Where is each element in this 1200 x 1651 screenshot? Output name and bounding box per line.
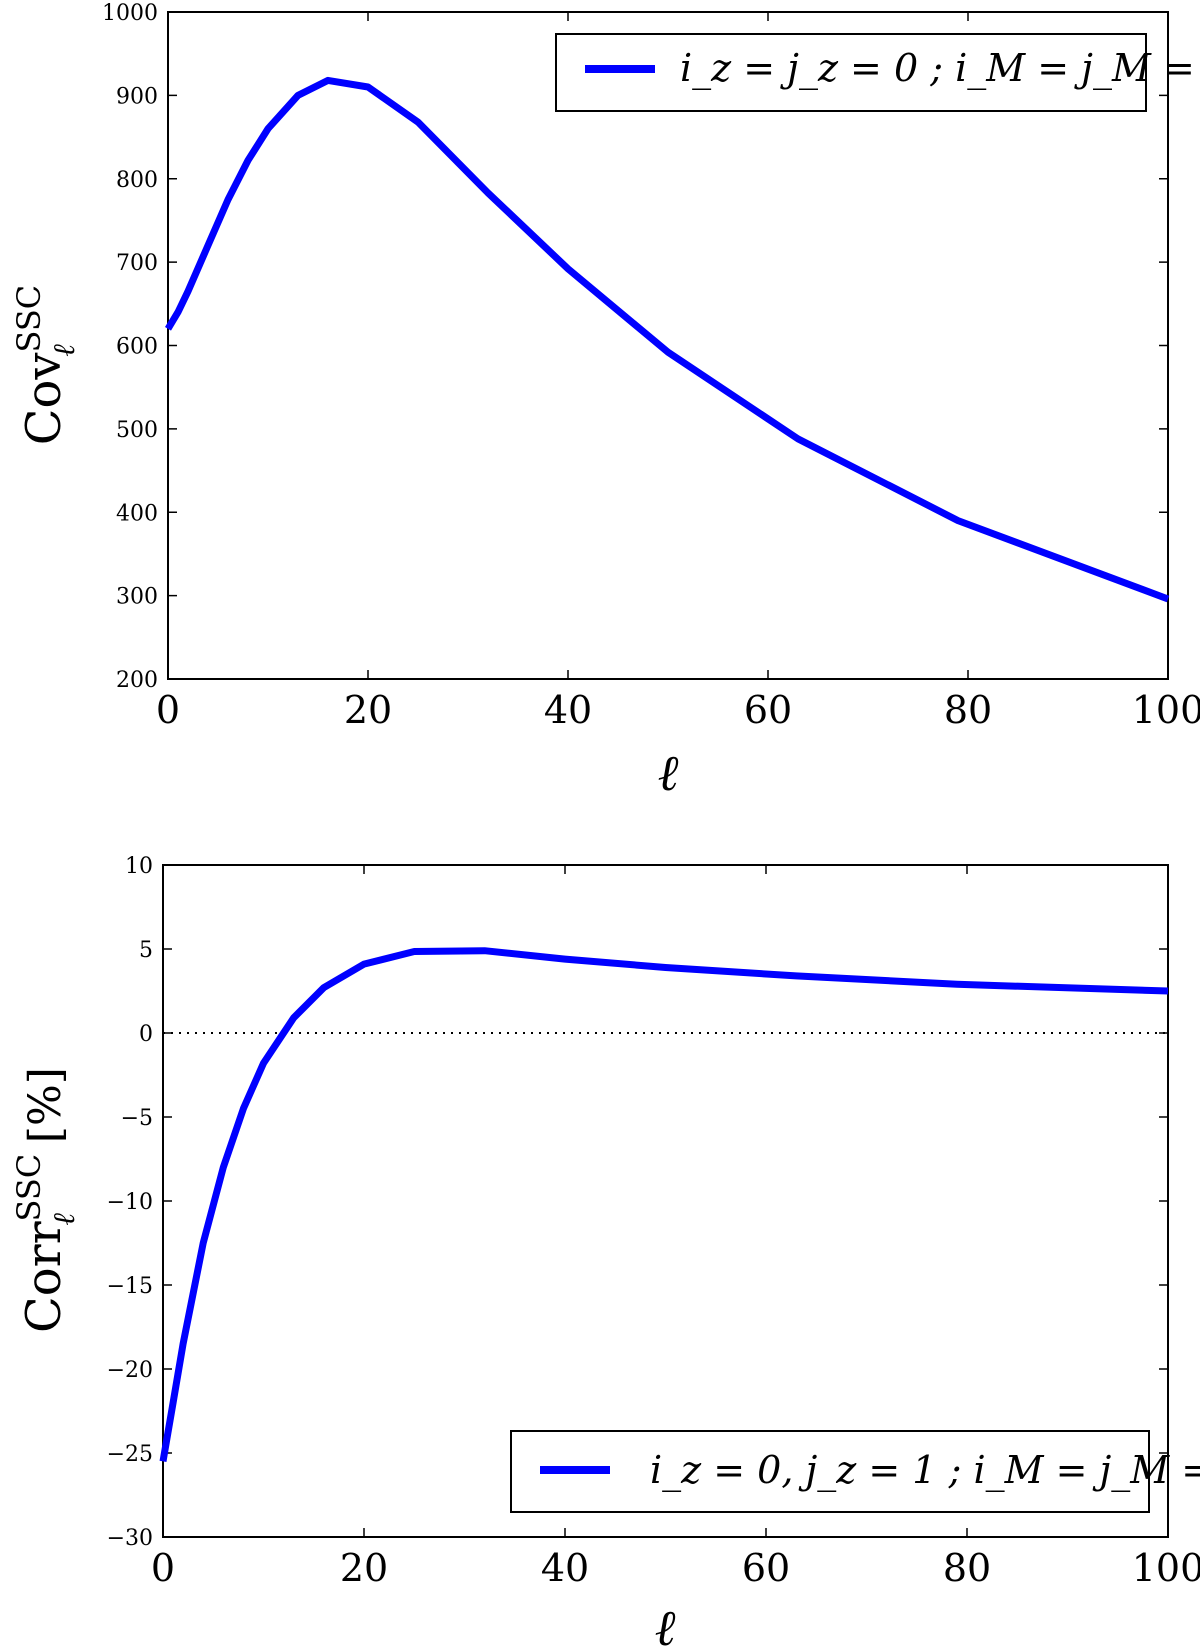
x-axis-label: ℓ <box>655 1599 676 1651</box>
y-tick-label: −15 <box>107 1274 153 1299</box>
x-tick-label: 20 <box>344 688 392 732</box>
x-tick-label: 0 <box>151 1546 175 1590</box>
y-tick-label: 400 <box>116 501 158 526</box>
svg-text:CovSSCℓ: CovSSCℓ <box>10 285 82 446</box>
legend: i_z = j_z = 0 ; i_M = j_M = 0 <box>555 33 1200 112</box>
x-tick-label: 60 <box>742 1546 790 1590</box>
y-tick-label: 200 <box>116 668 158 693</box>
y-tick-label: 1000 <box>102 1 158 26</box>
svg-text:CorrSSCℓ[%]: CorrSSCℓ [%] <box>10 1067 82 1333</box>
y-tick-label: −25 <box>107 1442 153 1467</box>
x-tick-label: 40 <box>541 1546 589 1590</box>
x-tick-label: 100 <box>1132 688 1200 732</box>
y-axis-label: CorrSSCℓ [%] <box>10 1067 82 1333</box>
legend-box <box>510 1430 1150 1513</box>
y-tick-label: 300 <box>116 585 158 610</box>
tick-group: 0 20 40 60 80 100 200 300 400 500 600 700 800 900 1000 <box>102 1 1200 732</box>
cov-ssc-panel: 0 20 40 60 80 100 200 300 400 500 600 700 800 900 1000… <box>10 1 1200 802</box>
y-tick-label: 500 <box>116 418 158 443</box>
y-axis-label-sup: SSC <box>10 1154 48 1222</box>
y-tick-label: 5 <box>139 938 153 963</box>
x-tick-label: 20 <box>340 1546 388 1590</box>
y-tick-label: −10 <box>107 1190 153 1215</box>
y-tick-label: 900 <box>116 84 158 109</box>
series-line <box>164 76 1170 603</box>
y-axis-label-main: Cov <box>16 353 72 446</box>
plot-frame <box>167 11 1169 680</box>
x-tick-label: 100 <box>1132 1546 1200 1590</box>
y-axis-label-sub: ℓ <box>47 344 82 357</box>
y-axis-label-unit: [%] <box>20 1067 71 1143</box>
legend-label: i_z = j_z = 0 ; i_M = j_M = 0 <box>680 46 1200 91</box>
y-tick-label: −20 <box>107 1358 153 1383</box>
legend: i_z = 0, j_z = 1 ; i_M = j_M = 0 <box>510 1430 1200 1513</box>
y-axis-label-sub: ℓ <box>47 1213 82 1226</box>
series-line <box>159 947 1169 1462</box>
x-tick-label: 80 <box>943 1546 991 1590</box>
y-tick-label: 600 <box>116 335 158 360</box>
y-axis-label-sup: SSC <box>10 285 48 353</box>
x-tick-label: 0 <box>156 688 180 732</box>
y-tick-label: 10 <box>125 854 153 879</box>
y-tick-label: −5 <box>121 1106 153 1131</box>
x-tick-label: 40 <box>544 688 592 732</box>
tick-group: 0 20 40 60 80 100 −30 −25 −20 −15 −10 −5 0 5 10 <box>107 854 1200 1590</box>
y-axis-label: CovSSCℓ <box>10 285 82 446</box>
y-tick-label: 700 <box>116 251 158 276</box>
corr-ssc-panel: 0 20 40 60 80 100 −30 −25 −20 −15 −10 −5 0 5 10 i_z = … <box>10 854 1200 1651</box>
y-tick-label: 800 <box>116 168 158 193</box>
x-axis-label: ℓ <box>658 744 679 802</box>
y-tick-label: −30 <box>107 1526 153 1551</box>
series-group <box>164 76 1170 603</box>
y-axis-label-main: Corr <box>16 1221 72 1333</box>
x-tick-label: 80 <box>944 688 992 732</box>
legend-label: i_z = 0, j_z = 1 ; i_M = j_M = 0 <box>650 1448 1200 1493</box>
y-tick-label: 0 <box>139 1022 153 1047</box>
series-group <box>159 947 1169 1462</box>
x-tick-label: 60 <box>744 688 792 732</box>
